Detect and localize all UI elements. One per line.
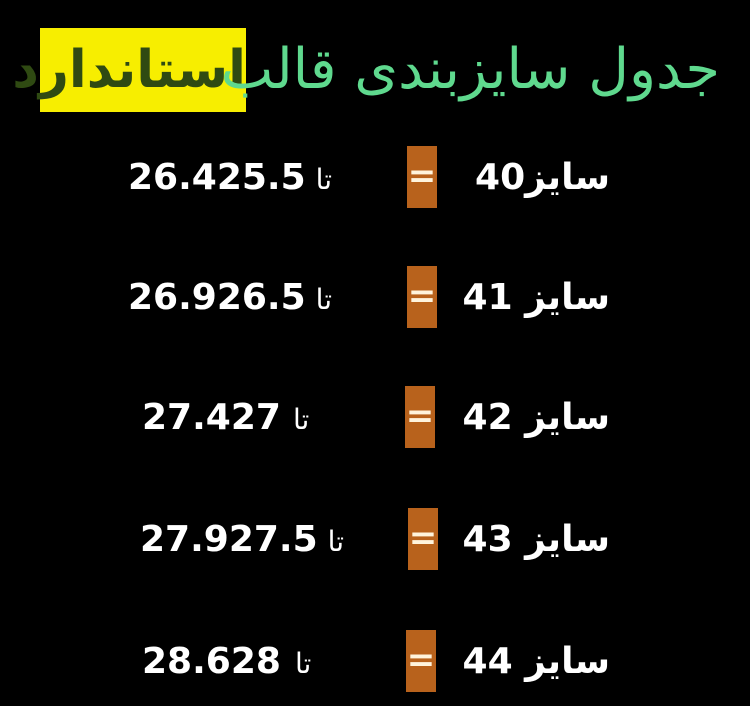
range-to: 27.4: [142, 397, 231, 438]
size-range: 27.9 تا 27.5: [140, 508, 354, 574]
range-word: تا: [294, 647, 312, 680]
range-from: 27: [230, 397, 281, 438]
size-row: سایز 44 = 28.6 تا 28: [0, 630, 750, 694]
size-label: سایز 41: [462, 277, 610, 318]
range-from: 27.5: [228, 519, 318, 560]
page-title: استاندارد جدول سایزبندی قالب: [12, 28, 720, 112]
size-label: سایز40: [475, 157, 610, 198]
range-from: 26.5: [216, 277, 306, 318]
size-row: سایز 43 = 27.9 تا 27.5: [0, 508, 750, 572]
range-to: 28.6: [142, 641, 231, 682]
size-label: سایز 43: [462, 519, 610, 560]
equals-box: =: [406, 630, 436, 692]
size-row: سایز 42 = 27.4 تا 27: [0, 386, 750, 450]
range-from: 25.5: [216, 157, 306, 198]
size-row: سایز 41 = 26.9 تا 26.5: [0, 266, 750, 330]
range-word: تا: [327, 525, 344, 558]
range-from: 28: [230, 641, 281, 682]
equals-box: =: [407, 266, 437, 328]
range-word: تا: [292, 403, 310, 436]
title-main: جدول سایزبندی قالب: [220, 37, 720, 102]
size-range: 28.6 تا 28: [142, 630, 341, 696]
range-to: 26.4: [128, 157, 217, 198]
equals-box: =: [408, 508, 438, 570]
equals-box: =: [405, 386, 435, 448]
size-row: سایز40 = 26.4 تا 25.5: [0, 146, 750, 210]
range-word: تا: [315, 163, 332, 196]
size-range: 26.4 تا 25.5: [128, 146, 342, 212]
size-range: 27.4 تا 27: [142, 386, 331, 452]
range-to: 26.9: [128, 277, 217, 318]
equals-box: =: [407, 146, 437, 208]
title-highlight: استاندارد: [12, 28, 246, 112]
size-range: 26.9 تا 26.5: [128, 266, 342, 332]
range-to: 27.9: [140, 519, 229, 560]
size-label: سایز 44: [462, 641, 610, 682]
size-label: سایز 42: [462, 397, 610, 438]
range-word: تا: [315, 283, 332, 316]
